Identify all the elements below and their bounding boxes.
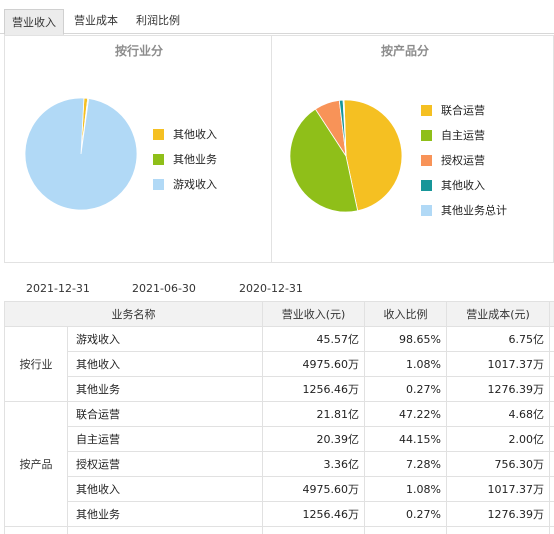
table-header-row: 业务名称 营业收入(元) 收入比例 营业成本(元) <box>4 301 554 327</box>
row-extra <box>549 501 554 527</box>
legend-label: 授权运营 <box>441 154 485 167</box>
row-cell <box>67 526 263 534</box>
row-extra <box>549 476 554 502</box>
pie-slice-product-1[interactable] <box>289 108 359 213</box>
table-row: 自主运营 20.39亿 44.15% 2.00亿 <box>5 426 554 452</box>
product-chart-panel: 按产品分 联合运营自主运营授权运营其他收入其他业务总计 <box>272 35 554 263</box>
row-ratio: 1.08% <box>364 476 447 502</box>
legend-label: 其他收入 <box>173 128 217 141</box>
row-cell <box>262 526 365 534</box>
table-row: 按产品 联合运营 21.81亿 47.22% 4.68亿 <box>4 401 554 527</box>
row-ratio: 0.27% <box>364 501 447 527</box>
row-revenue: 21.81亿 <box>262 401 365 427</box>
header-business-name: 业务名称 <box>4 301 263 327</box>
row-cell <box>549 526 554 534</box>
pie-slice-product-4[interactable] <box>342 99 347 157</box>
row-revenue: 45.57亿 <box>262 326 365 352</box>
row-ratio: 47.22% <box>364 401 447 427</box>
legend-swatch <box>421 155 432 166</box>
row-cost: 1276.39万 <box>446 501 550 527</box>
row-cost: 1017.37万 <box>446 476 550 502</box>
header-revenue-ratio: 收入比例 <box>364 301 447 327</box>
row-extra <box>549 451 554 477</box>
table-row: 其他业务 1256.46万 0.27% 1276.39万 <box>5 376 554 402</box>
row-name: 其他收入 <box>67 476 263 502</box>
row-revenue: 1256.46万 <box>262 376 365 402</box>
row-cell <box>446 526 550 534</box>
row-cost: 1017.37万 <box>446 351 550 377</box>
row-name: 游戏收入 <box>67 326 263 352</box>
row-extra <box>549 426 554 452</box>
legend-label: 游戏收入 <box>173 178 217 191</box>
row-revenue: 20.39亿 <box>262 426 365 452</box>
tab-cost[interactable]: 营业成本 <box>74 14 118 27</box>
row-revenue: 1256.46万 <box>262 501 365 527</box>
tab-profit-ratio[interactable]: 利润比例 <box>136 14 180 27</box>
row-cost: 6.75亿 <box>446 326 550 352</box>
legend-swatch <box>421 180 432 191</box>
date-tab-2021-12-31[interactable]: 2021-12-31 <box>26 282 90 295</box>
row-name: 联合运营 <box>67 401 263 427</box>
header-revenue: 营业收入(元) <box>262 301 365 327</box>
legend-label: 自主运营 <box>441 129 485 142</box>
row-name: 其他业务 <box>67 501 263 527</box>
row-revenue: 4975.60万 <box>262 351 365 377</box>
legend-label: 其他业务 <box>173 153 217 166</box>
row-cell <box>364 526 447 534</box>
row-cost: 2.00亿 <box>446 426 550 452</box>
row-ratio: 1.08% <box>364 351 447 377</box>
legend-label: 其他收入 <box>441 179 485 192</box>
product-chart-title: 按产品分 <box>380 44 429 58</box>
header-extra <box>549 301 554 327</box>
table-row: 其他收入 4975.60万 1.08% 1017.37万 <box>5 476 554 502</box>
row-cost: 756.30万 <box>446 451 550 477</box>
legend-label: 其他业务总计 <box>441 204 507 217</box>
report-tabs: 营业收入 营业成本 利润比例 <box>0 0 554 35</box>
legend-swatch <box>421 130 432 141</box>
product-pie-chart <box>289 99 403 213</box>
row-ratio: 44.15% <box>364 426 447 452</box>
group-industry: 按行业 <box>4 326 68 402</box>
row-revenue: 3.36亿 <box>262 451 365 477</box>
row-cost: 4.68亿 <box>446 401 550 427</box>
row-extra <box>549 401 554 427</box>
row-ratio: 98.65% <box>364 326 447 352</box>
row-revenue: 4975.60万 <box>262 476 365 502</box>
legend-swatch <box>153 129 164 140</box>
industry-chart-panel: 按行业分 其他收入其他业务游戏收入 <box>4 35 272 263</box>
row-cell <box>4 526 68 534</box>
group-product: 按产品 <box>4 401 68 527</box>
date-tab-2021-06-30[interactable]: 2021-06-30 <box>132 282 196 295</box>
legend-label: 联合运营 <box>441 104 485 117</box>
row-name: 其他收入 <box>67 351 263 377</box>
row-extra <box>549 326 554 352</box>
tab-revenue[interactable]: 营业收入 <box>4 9 64 35</box>
date-tab-2020-12-31[interactable]: 2020-12-31 <box>239 282 303 295</box>
pie-slice-industry-2[interactable] <box>24 97 138 211</box>
row-extra <box>549 376 554 402</box>
table-row: 按行业 游戏收入 45.57亿 98.65% 6.75亿 <box>4 326 554 402</box>
table-row <box>4 526 554 534</box>
row-cost: 1276.39万 <box>446 376 550 402</box>
row-name: 自主运营 <box>67 426 263 452</box>
business-breakdown-table: 业务名称 营业收入(元) 收入比例 营业成本(元) 按行业 游戏收入 45.57… <box>4 301 554 534</box>
legend-swatch <box>153 154 164 165</box>
legend-swatch <box>421 205 432 216</box>
row-name: 授权运营 <box>67 451 263 477</box>
legend-swatch <box>421 105 432 116</box>
table-row: 授权运营 3.36亿 7.28% 756.30万 <box>5 451 554 477</box>
row-ratio: 0.27% <box>364 376 447 402</box>
industry-chart-title: 按行业分 <box>114 44 163 58</box>
table-row: 其他业务 1256.46万 0.27% 1276.39万 <box>5 501 554 527</box>
industry-pie-chart <box>24 97 138 211</box>
row-name: 其他业务 <box>67 376 263 402</box>
legend-swatch <box>153 179 164 190</box>
row-extra <box>549 351 554 377</box>
pie-slice-product-0[interactable] <box>343 99 403 212</box>
header-cost: 营业成本(元) <box>446 301 550 327</box>
table-row: 其他收入 4975.60万 1.08% 1017.37万 <box>5 351 554 377</box>
row-ratio: 7.28% <box>364 451 447 477</box>
